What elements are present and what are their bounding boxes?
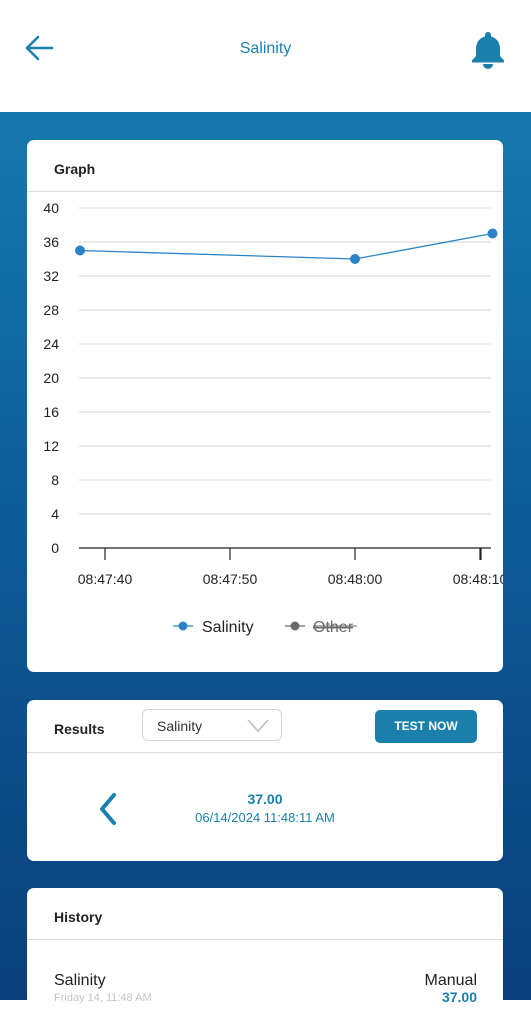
salinity-series-line xyxy=(79,232,493,260)
salinity-data-point xyxy=(350,254,360,264)
notifications-button[interactable] xyxy=(466,28,510,72)
previous-result-button[interactable] xyxy=(95,792,121,826)
legend-salinity-label: Salinity xyxy=(202,619,254,636)
salinity-data-point xyxy=(75,245,85,256)
history-divider xyxy=(27,939,503,940)
y-tick-label: 0 xyxy=(51,540,59,556)
graph-divider xyxy=(27,191,503,192)
y-tick-label: 24 xyxy=(43,336,59,352)
results-card: Results Salinity TEST NOW 37.00 06/14/20… xyxy=(27,700,503,861)
x-tick-label: 08:47:40 xyxy=(78,571,133,587)
result-date: 06/14/2024 11:48:11 AM xyxy=(195,810,335,825)
graph-card: Graph 0 4 8 12 16 20 24 28 32 36 40 08:47:40 08:47:5… xyxy=(27,140,503,672)
y-tick-label: 36 xyxy=(43,234,59,250)
y-tick-label: 4 xyxy=(51,506,59,522)
history-item-name[interactable]: Salinity xyxy=(54,972,106,989)
results-divider xyxy=(27,752,503,753)
history-item-value: 37.00 xyxy=(441,989,477,1005)
y-tick-label: 28 xyxy=(43,302,59,318)
history-card: History Salinity Friday 14, 11:48 AM Man… xyxy=(27,888,503,1028)
result-value: 37.00 xyxy=(247,791,283,807)
history-item-type: Manual xyxy=(424,972,477,989)
chevron-left-icon xyxy=(100,793,116,825)
y-tick-label: 16 xyxy=(43,404,59,420)
chevron-down-icon xyxy=(247,719,269,733)
y-tick-label: 32 xyxy=(43,268,59,284)
salinity-data-point xyxy=(487,228,498,239)
history-title: History xyxy=(54,909,103,925)
x-tick-label: 08:48:10 xyxy=(453,571,503,587)
x-tick-label: 08:47:50 xyxy=(203,571,258,587)
legend-salinity-marker xyxy=(178,621,188,631)
legend-other-marker xyxy=(290,621,300,631)
y-tick-label: 40 xyxy=(43,200,59,216)
y-tick-label: 12 xyxy=(43,438,59,454)
results-title: Results xyxy=(54,721,105,737)
parameter-dropdown[interactable]: Salinity xyxy=(142,709,282,741)
app-header: Salinity xyxy=(0,0,531,112)
y-tick-label: 20 xyxy=(43,370,59,386)
test-now-button[interactable]: TEST NOW xyxy=(375,710,477,743)
bell-icon xyxy=(472,32,504,69)
y-tick-label: 8 xyxy=(51,472,59,488)
page-title: Salinity xyxy=(239,40,292,57)
legend-other-label: Other xyxy=(313,619,354,636)
graph-title: Graph xyxy=(54,161,96,177)
history-item-date: Friday 14, 11:48 AM xyxy=(54,992,152,1004)
dropdown-selected-value: Salinity xyxy=(157,718,203,734)
salinity-chart: 0 4 8 12 16 20 24 28 32 36 40 08:47:40 08:47:50 08:48… xyxy=(43,200,503,636)
arrow-left-icon xyxy=(25,35,54,61)
x-tick-label: 08:48:00 xyxy=(328,571,383,587)
back-button[interactable] xyxy=(22,30,58,66)
